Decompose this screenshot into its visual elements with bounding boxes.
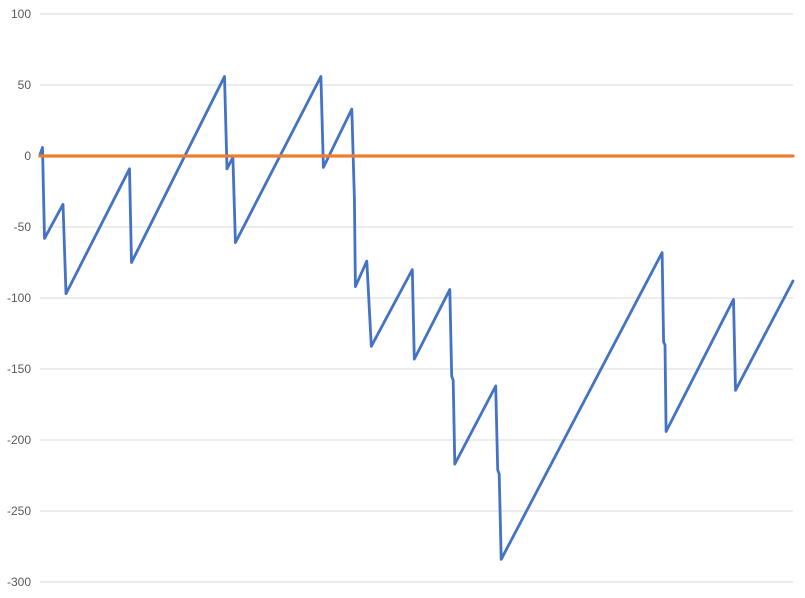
y-axis-tick-label: -300 (7, 575, 31, 589)
y-axis-tick-label: -200 (7, 433, 31, 447)
y-axis-tick-label: -100 (7, 291, 31, 305)
gridlines-group (40, 13, 793, 583)
y-axis-tick-label: 100 (11, 7, 31, 21)
y-axis-tick-label: -150 (7, 362, 31, 376)
y-axis-tick-label: -250 (7, 504, 31, 518)
series-group (38, 75, 795, 561)
y-axis-labels-group: 100 50 0 -50 -100 -150 -200 -250 -300 (7, 7, 31, 589)
sawtooth-series-line[interactable] (38, 75, 795, 561)
y-axis-tick-label: 0 (24, 149, 31, 163)
y-axis-tick-label: -50 (14, 220, 32, 234)
y-axis-tick-label: 50 (18, 78, 32, 92)
